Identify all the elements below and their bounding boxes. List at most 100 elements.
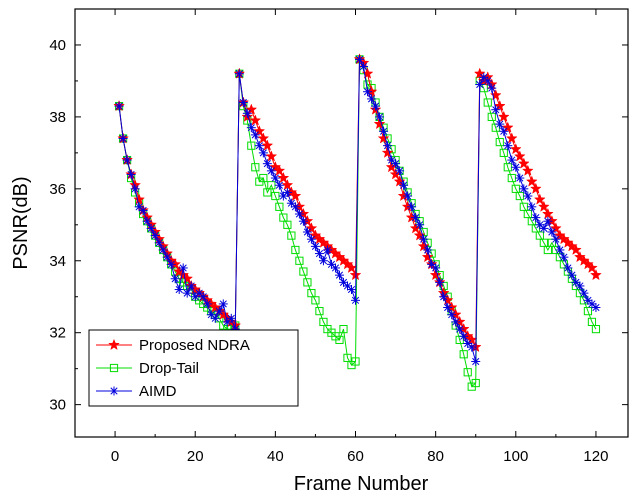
data-point: [242, 108, 252, 118]
data-point: [483, 98, 492, 107]
data-point: [281, 179, 294, 191]
data-point: [583, 307, 593, 316]
data-point: [130, 184, 140, 194]
legend-marker: [108, 338, 120, 351]
data-point: [345, 261, 358, 273]
data-point: [499, 126, 509, 136]
data-point: [302, 227, 312, 237]
data-point: [251, 163, 260, 172]
legend: Proposed NDRA Drop-Tail AIMD: [88, 329, 299, 407]
data-point: [266, 166, 276, 176]
data-point: [575, 281, 585, 291]
data-point: [258, 148, 268, 158]
data-point: [525, 175, 538, 187]
data-point: [569, 243, 582, 255]
data-point: [509, 143, 522, 155]
data-point: [270, 173, 280, 183]
data-point: [305, 222, 318, 234]
y-tick-label: 32: [49, 325, 66, 342]
data-point: [419, 234, 429, 244]
data-point: [547, 227, 557, 237]
data-point: [487, 112, 496, 121]
data-point: [314, 249, 324, 259]
data-point: [351, 357, 360, 366]
data-point: [146, 223, 156, 233]
legend-label: AIMD: [139, 383, 177, 400]
data-point: [383, 141, 393, 151]
data-point: [154, 238, 164, 248]
data-point: [483, 76, 493, 86]
data-point: [455, 324, 465, 334]
data-point: [379, 126, 389, 136]
data-point: [567, 270, 577, 280]
data-point: [250, 130, 260, 140]
data-point: [238, 98, 248, 108]
data-point: [262, 159, 272, 169]
data-point: [501, 121, 514, 133]
y-tick-label: 36: [49, 181, 66, 198]
y-tick-label: 40: [49, 37, 66, 54]
data-point: [162, 252, 172, 262]
data-point: [447, 310, 457, 320]
data-point: [371, 101, 381, 111]
data-point: [174, 285, 184, 295]
data-point: [590, 268, 602, 281]
data-point: [277, 171, 290, 184]
y-axis-label: PSNR(dB): [10, 176, 32, 269]
data-point: [535, 220, 545, 230]
data-point: [495, 119, 505, 129]
data-point: [287, 231, 296, 240]
data-point: [234, 69, 244, 79]
data-point: [166, 259, 176, 269]
data-point: [451, 317, 461, 327]
data-point: [282, 187, 292, 197]
data-point: [507, 155, 517, 165]
data-point: [257, 132, 270, 144]
data-point: [334, 270, 344, 280]
data-point: [586, 261, 598, 273]
legend-marker: [109, 386, 119, 396]
data-point: [527, 202, 537, 212]
data-point: [186, 281, 196, 291]
data-point: [473, 67, 486, 79]
data-point: [521, 164, 534, 176]
data-point: [295, 256, 304, 265]
data-point: [407, 202, 417, 212]
data-point: [579, 288, 589, 298]
data-point: [415, 220, 425, 230]
legend-item: AIMD: [96, 383, 177, 400]
data-point: [318, 256, 328, 266]
data-point: [367, 94, 377, 104]
data-point: [249, 114, 262, 126]
data-point: [246, 123, 256, 133]
data-point: [499, 148, 508, 157]
data-point: [303, 278, 312, 287]
data-point: [298, 216, 308, 226]
data-point: [475, 80, 485, 90]
data-point: [381, 146, 394, 158]
data-point: [399, 180, 409, 190]
data-point: [459, 350, 468, 359]
data-point: [513, 150, 526, 162]
data-point: [533, 193, 546, 205]
data-point: [359, 62, 369, 72]
data-point: [283, 220, 292, 229]
data-point: [467, 342, 477, 352]
data-point: [537, 200, 550, 212]
data-point: [503, 141, 513, 151]
tick-labels: 0 20 40 60 80 100 120 30 32 34 36 38 40: [49, 37, 608, 465]
data-point: [443, 303, 453, 313]
data-point: [198, 292, 208, 302]
x-tick-label: 60: [347, 448, 364, 465]
data-point: [210, 313, 220, 323]
data-point: [330, 263, 340, 273]
data-point: [459, 331, 469, 341]
x-tick-label: 100: [503, 448, 528, 465]
plot-frame: [74, 8, 629, 438]
data-point: [471, 356, 481, 366]
legend-label: Drop-Tail: [139, 360, 199, 377]
data-point: [226, 313, 236, 323]
data-point: [158, 245, 168, 255]
data-point: [290, 202, 300, 212]
data-point: [435, 277, 445, 287]
